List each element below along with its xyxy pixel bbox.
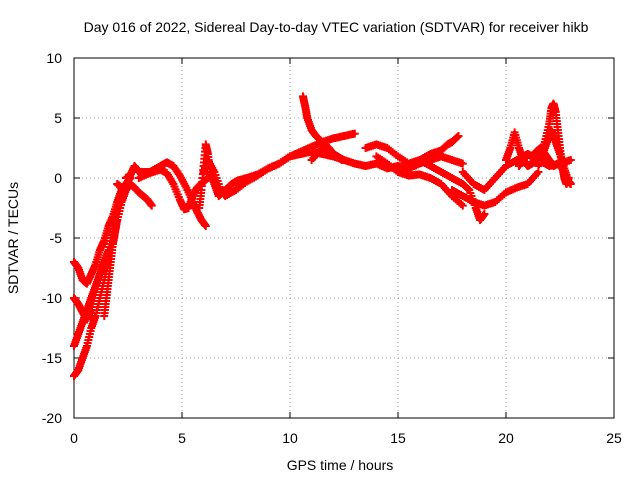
axis-ticks: 0 5 10 15 20 25 -20 -15 -10 -5 0 5 10 bbox=[42, 50, 622, 446]
data-point bbox=[566, 180, 575, 188]
x-tick-label: 5 bbox=[178, 430, 186, 446]
x-tick-label: 15 bbox=[390, 430, 406, 446]
y-axis-label: SDTVAR / TECUs bbox=[5, 182, 21, 294]
series-arc-06 bbox=[113, 180, 156, 210]
data-point bbox=[458, 201, 467, 210]
series-arc-17 bbox=[448, 168, 543, 210]
series-arc-21 bbox=[514, 144, 567, 173]
data-point bbox=[458, 159, 467, 168]
data-point bbox=[147, 201, 156, 210]
y-tick-label: 0 bbox=[54, 170, 62, 186]
y-tick-label: -10 bbox=[42, 290, 62, 306]
series-arc-15 bbox=[372, 152, 467, 210]
data-point bbox=[350, 129, 359, 138]
x-tick-label: 10 bbox=[282, 430, 298, 446]
data-series bbox=[70, 92, 575, 380]
series-arc-14 bbox=[361, 132, 463, 168]
data-point bbox=[558, 164, 567, 173]
series-arc-11 bbox=[232, 129, 359, 188]
series-arc-04 bbox=[70, 186, 130, 380]
x-tick-label: 0 bbox=[70, 430, 78, 446]
data-point bbox=[480, 210, 489, 218]
x-tick-label: 20 bbox=[498, 430, 514, 446]
y-tick-label: -5 bbox=[50, 230, 63, 246]
x-tick-label: 25 bbox=[606, 430, 622, 446]
y-tick-label: 5 bbox=[54, 110, 62, 126]
chart-title: Day 016 of 2022, Sidereal Day-to-day VTE… bbox=[84, 19, 589, 35]
data-point bbox=[566, 156, 575, 164]
data-point bbox=[454, 132, 463, 140]
series-arc-10 bbox=[199, 147, 348, 200]
y-tick-label: -15 bbox=[42, 350, 62, 366]
grid-lines bbox=[74, 58, 614, 418]
series-arc-08 bbox=[134, 165, 217, 214]
data-point bbox=[201, 222, 210, 230]
y-tick-label: 10 bbox=[46, 50, 62, 66]
y-tick-label: -20 bbox=[42, 410, 62, 426]
x-axis-label: GPS time / hours bbox=[287, 457, 394, 473]
